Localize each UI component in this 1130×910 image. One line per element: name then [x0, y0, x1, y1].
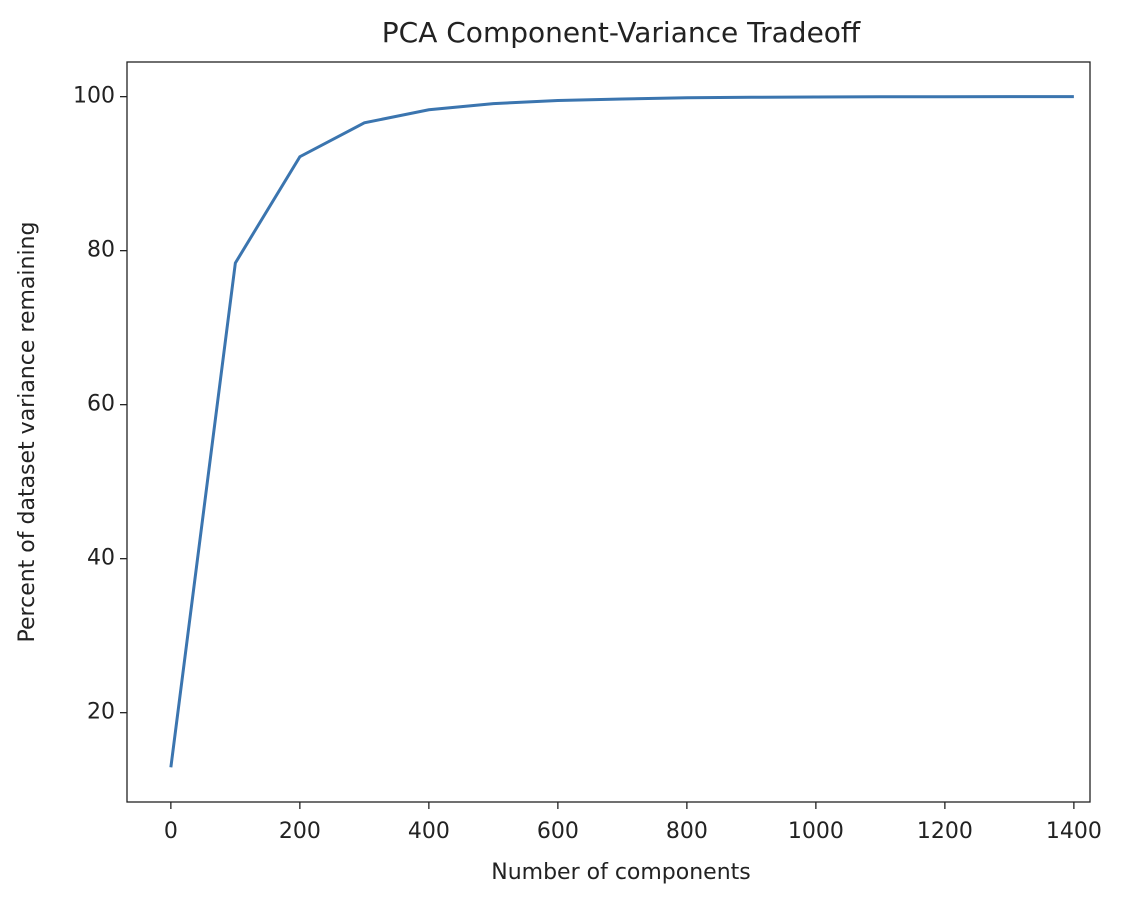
x-tick-label: 200	[279, 819, 321, 844]
x-tick-label: 600	[537, 819, 579, 844]
y-tick-label: 80	[87, 238, 115, 263]
x-tick-label: 400	[408, 819, 450, 844]
x-tick-label: 1400	[1046, 819, 1102, 844]
x-tick-label: 800	[666, 819, 708, 844]
x-tick-label: 0	[164, 819, 178, 844]
y-tick-label: 20	[87, 700, 115, 725]
y-tick-label: 100	[73, 84, 115, 109]
data-line	[169, 95, 1074, 768]
chart-title: PCA Component-Variance Tradeoff	[382, 16, 861, 49]
x-tick-label: 1200	[917, 819, 973, 844]
x-axis-label: Number of components	[491, 860, 751, 885]
plot-frame	[126, 61, 1091, 803]
x-tick-label: 1000	[788, 819, 844, 844]
y-tick-label: 60	[87, 392, 115, 417]
y-tick-label: 40	[87, 546, 115, 571]
y-axis-label: Percent of dataset variance remaining	[15, 222, 40, 643]
